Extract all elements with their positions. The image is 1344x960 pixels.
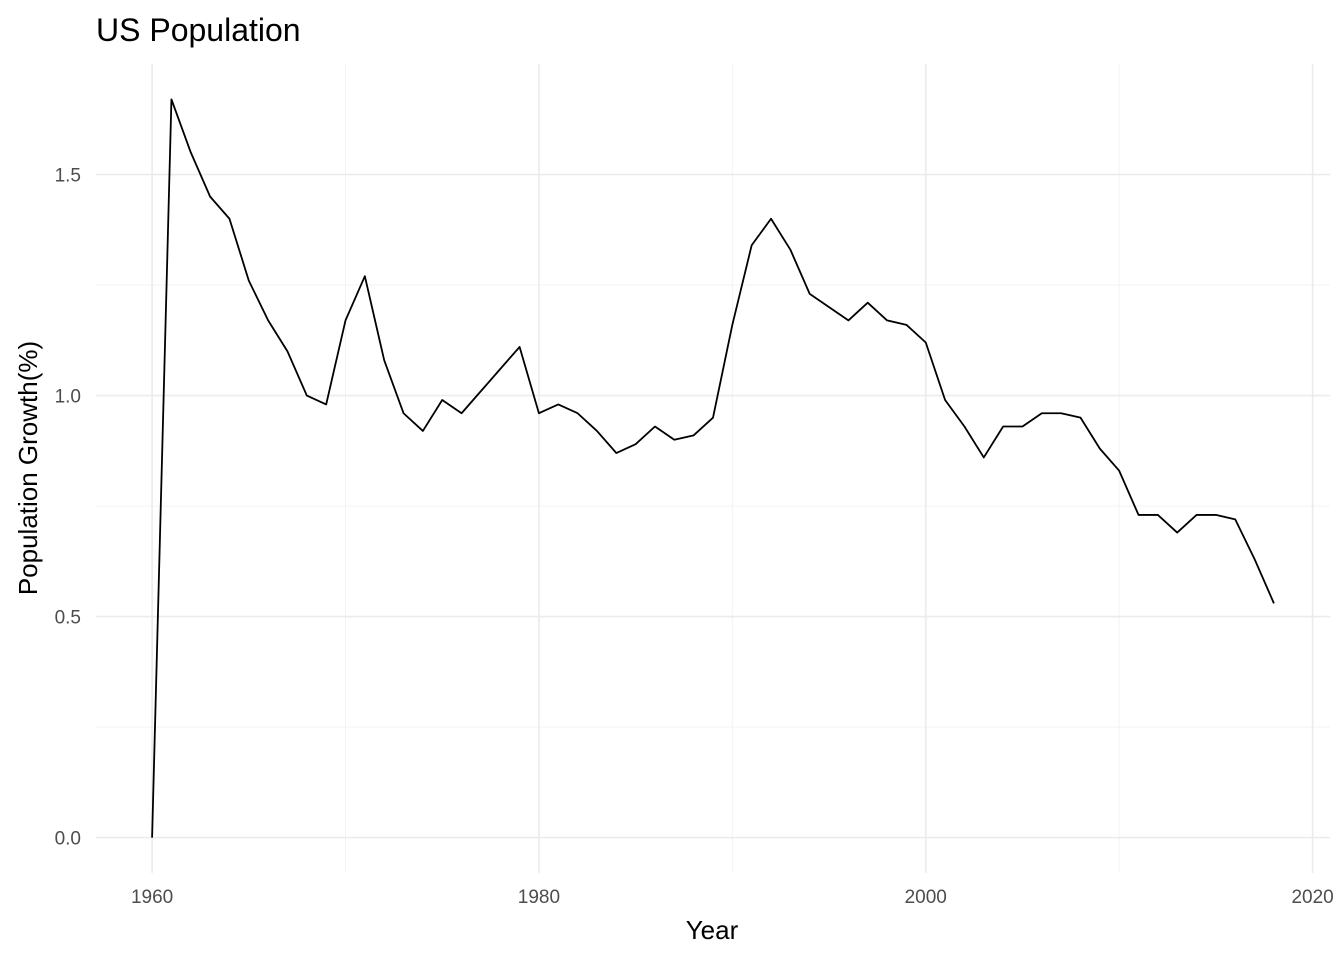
x-tick-label: 1960	[131, 887, 173, 908]
y-tick-label: 0.0	[55, 829, 81, 850]
y-tick-label: 0.5	[55, 608, 81, 629]
x-axis-title: Year	[686, 915, 739, 945]
x-tick-label: 2020	[1291, 887, 1333, 908]
grid	[96, 64, 1330, 873]
chart-title: US Population	[96, 12, 301, 48]
y-axis-title: Population Growth(%)	[13, 341, 43, 595]
y-tick-label: 1.0	[55, 387, 81, 408]
x-tick-label: 1980	[518, 887, 560, 908]
series-layer	[151, 98, 1275, 838]
series-line	[151, 98, 1275, 838]
x-tick-label: 2000	[905, 887, 947, 908]
y-tick-label: 1.5	[55, 166, 81, 187]
axes: 0.0 0.5 1.0 1.5 1960 1980 2000 2020	[55, 166, 1334, 908]
